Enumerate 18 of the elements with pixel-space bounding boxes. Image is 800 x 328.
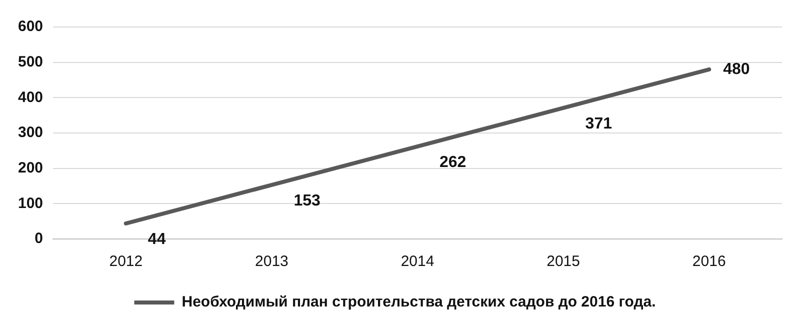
y-tick-label: 400 — [18, 88, 44, 106]
y-tick-label: 500 — [18, 53, 44, 70]
legend-label: Необходимый план строительства детских садов до 2016 года. — [182, 294, 656, 311]
y-tick-label: 600 — [18, 18, 44, 36]
data-label: 44 — [148, 230, 166, 248]
data-label: 262 — [440, 154, 466, 171]
y-tick-label: 100 — [18, 194, 44, 212]
y-tick-label: 300 — [18, 124, 44, 142]
x-tick-label: 2015 — [546, 253, 580, 270]
x-tick-label: 2013 — [255, 253, 288, 270]
data-label: 371 — [585, 115, 612, 132]
y-tick-label: 0 — [34, 230, 44, 248]
x-tick-label: 2014 — [400, 253, 434, 270]
data-label: 153 — [294, 192, 321, 210]
x-tick-label: 2016 — [692, 253, 726, 270]
y-tick-label: 200 — [18, 159, 44, 176]
x-tick-label: 2012 — [109, 253, 143, 270]
data-label: 480 — [723, 60, 750, 78]
